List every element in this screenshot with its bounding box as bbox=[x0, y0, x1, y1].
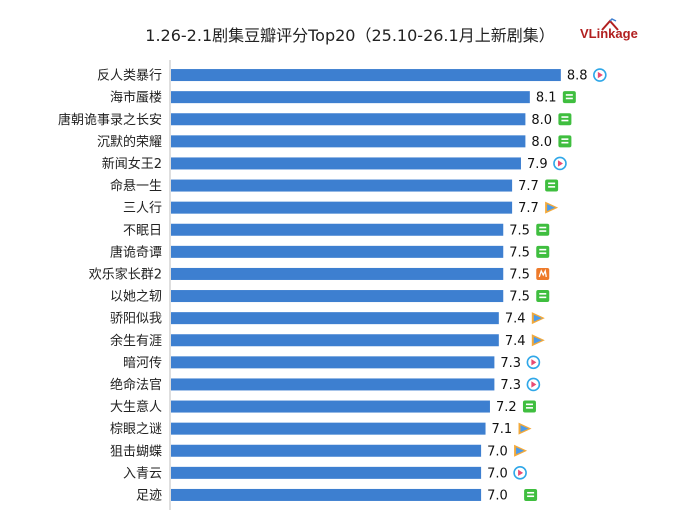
category-label: 命悬一生 bbox=[110, 178, 162, 194]
iqiyi-icon bbox=[536, 223, 550, 236]
value-label: 7.3 bbox=[500, 356, 521, 371]
bar bbox=[171, 179, 513, 192]
youku-icon bbox=[593, 68, 607, 82]
tencent-icon bbox=[518, 422, 532, 435]
value-label: 7.5 bbox=[509, 267, 530, 282]
bar bbox=[171, 466, 482, 479]
youku-icon bbox=[513, 466, 527, 480]
iqiyi-icon bbox=[562, 91, 576, 104]
iqiyi-icon bbox=[558, 135, 572, 148]
tencent-icon bbox=[531, 312, 545, 325]
bar bbox=[171, 488, 482, 501]
category-label: 大生意人 bbox=[110, 399, 162, 415]
value-label: 8.0 bbox=[531, 135, 552, 150]
bar bbox=[171, 91, 530, 104]
iqiyi-icon bbox=[522, 400, 536, 413]
category-label: 足迹 bbox=[136, 488, 162, 503]
category-label: 新闻女王2 bbox=[102, 156, 162, 172]
category-label: 棕眼之谜 bbox=[110, 422, 162, 437]
bar bbox=[171, 223, 504, 236]
category-label: 余生有涯 bbox=[110, 333, 162, 349]
iqiyi-icon bbox=[558, 113, 572, 126]
value-label: 7.9 bbox=[527, 157, 548, 172]
tencent-icon bbox=[545, 201, 559, 214]
category-label: 欢乐家长群2 bbox=[89, 266, 162, 282]
value-label: 8.8 bbox=[567, 69, 588, 84]
category-label: 三人行 bbox=[123, 201, 162, 216]
category-label: 沉默的荣耀 bbox=[97, 134, 162, 150]
iqiyi-icon bbox=[536, 245, 550, 258]
tencent-icon bbox=[514, 444, 528, 457]
bar bbox=[171, 356, 495, 369]
bar bbox=[171, 267, 504, 280]
value-label: 7.4 bbox=[505, 312, 526, 327]
bar bbox=[171, 135, 526, 148]
category-label: 反人类暴行 bbox=[97, 69, 162, 84]
bar bbox=[171, 201, 513, 214]
category-label: 入青云 bbox=[123, 466, 162, 481]
iqiyi-icon bbox=[524, 488, 538, 501]
bar bbox=[171, 113, 526, 126]
value-label: 7.7 bbox=[518, 201, 539, 216]
bar bbox=[171, 444, 482, 457]
iqiyi-icon bbox=[545, 179, 559, 192]
bar bbox=[171, 422, 486, 435]
bar bbox=[171, 69, 561, 82]
youku-icon bbox=[526, 355, 541, 370]
bar bbox=[171, 312, 499, 325]
chart-title: 1.26-2.1剧集豆瓣评分Top20（25.10-26.1月上新剧集） bbox=[145, 26, 555, 45]
category-label: 唐朝诡事录之长安 bbox=[58, 112, 162, 128]
value-label: 8.0 bbox=[531, 113, 552, 128]
mango-icon bbox=[536, 267, 550, 280]
category-label: 绝命法官 bbox=[110, 377, 162, 393]
bar bbox=[171, 245, 504, 258]
category-label: 狙击蝴蝶 bbox=[110, 444, 162, 459]
value-label: 7.0 bbox=[487, 488, 508, 503]
value-label: 7.5 bbox=[509, 290, 530, 305]
tencent-icon bbox=[531, 334, 545, 347]
value-label: 8.1 bbox=[536, 91, 557, 106]
iqiyi-icon bbox=[536, 290, 550, 303]
bar bbox=[171, 334, 499, 347]
bar bbox=[171, 378, 495, 391]
category-label: 海市蜃楼 bbox=[110, 90, 162, 106]
value-label: 7.7 bbox=[518, 179, 539, 194]
brand-logo: VLinkage bbox=[580, 18, 660, 44]
category-label: 唐诡奇谭 bbox=[110, 244, 162, 260]
category-label: 骄阳似我 bbox=[110, 312, 162, 327]
brand-logo-mark-icon bbox=[601, 18, 619, 31]
value-label: 7.0 bbox=[487, 466, 508, 481]
value-label: 7.4 bbox=[505, 334, 526, 349]
value-label: 7.1 bbox=[492, 422, 513, 437]
youku-icon bbox=[526, 377, 541, 392]
bar bbox=[171, 290, 504, 303]
bar bbox=[171, 400, 490, 413]
value-label: 7.5 bbox=[509, 245, 530, 260]
value-label: 7.3 bbox=[500, 378, 521, 393]
value-label: 7.2 bbox=[496, 400, 517, 415]
brand-name: VLinkage bbox=[580, 26, 638, 41]
category-label: 暗河传 bbox=[123, 356, 162, 371]
youku-icon bbox=[553, 156, 567, 171]
value-label: 7.0 bbox=[487, 444, 508, 459]
bar bbox=[171, 157, 521, 170]
category-label: 以她之轫 bbox=[110, 290, 162, 305]
value-label: 7.5 bbox=[509, 223, 530, 238]
category-label: 不眠日 bbox=[123, 223, 162, 238]
